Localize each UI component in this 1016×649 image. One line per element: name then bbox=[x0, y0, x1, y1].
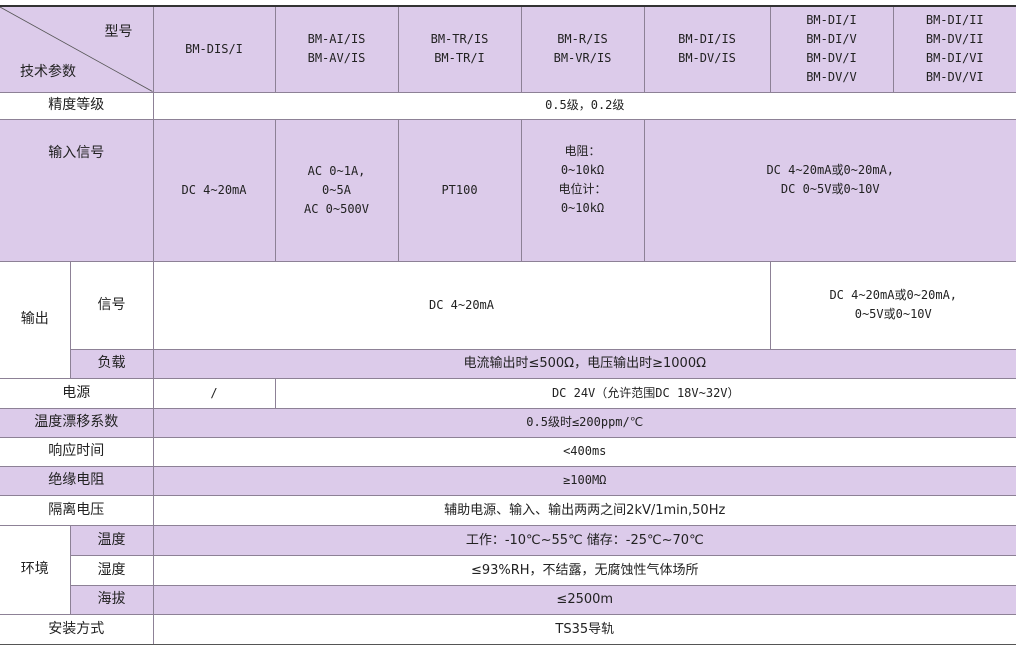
model-header: 型号 bbox=[104, 24, 133, 40]
output-load-row: 负载 电流输出时≤500Ω，电压输出时≥1000Ω bbox=[0, 348, 1016, 379]
input-value: DC 4~20mA bbox=[152, 118, 276, 262]
mounting-row: 安装方式 TS35导轨 bbox=[0, 613, 1016, 645]
input-label: 输入信号 bbox=[0, 118, 154, 262]
env-altitude-row: 海拔 ≤2500m bbox=[0, 584, 1016, 615]
environment-label: 环境 bbox=[0, 524, 71, 615]
input-value: DC 4~20mA或0~20mA, DC 0~5V或0~10V bbox=[643, 118, 1016, 262]
response-value: <400ms bbox=[152, 436, 1016, 467]
env-humidity-label: 湿度 bbox=[70, 554, 154, 586]
output-label: 输出 bbox=[0, 260, 71, 379]
model-header-cell: BM-TR/IS BM-TR/I bbox=[397, 5, 522, 93]
power-label: 电源 bbox=[0, 377, 154, 409]
output-load-value: 电流输出时≤500Ω，电压输出时≥1000Ω bbox=[152, 348, 1016, 379]
accuracy-row: 精度等级 0.5级，0.2级 bbox=[0, 91, 1016, 120]
env-humidity-value: ≤93%RH，不结露，无腐蚀性气体场所 bbox=[152, 554, 1016, 586]
output-signal-value: DC 4~20mA或0~20mA, 0~5V或0~10V bbox=[769, 260, 1016, 350]
power-value: / bbox=[152, 377, 276, 409]
mounting-label: 安装方式 bbox=[0, 613, 154, 645]
model-header-cell: BM-DI/I BM-DI/V BM-DV/I BM-DV/V bbox=[769, 5, 894, 93]
power-value: DC 24V（允许范围DC 18V~32V） bbox=[274, 377, 1016, 409]
power-row: 电源 / DC 24V（允许范围DC 18V~32V） bbox=[0, 377, 1016, 409]
env-temperature-row: 环境 温度 工作：-10℃~55℃ 储存：-25℃~70℃ bbox=[0, 524, 1016, 615]
input-value: AC 0~1A, 0~5A AC 0~500V bbox=[274, 118, 399, 262]
input-value: PT100 bbox=[397, 118, 522, 262]
accuracy-label: 精度等级 bbox=[0, 91, 154, 120]
output-signal-value: DC 4~20mA bbox=[152, 260, 771, 350]
output-signal-row: 输出 信号 DC 4~20mA DC 4~20mA或0~20mA, 0~5V或0… bbox=[0, 260, 1016, 379]
temp-drift-label: 温度漂移系数 bbox=[0, 407, 154, 438]
corner-header-cell: 型号 技术参数 bbox=[0, 5, 154, 93]
mounting-value: TS35导轨 bbox=[152, 613, 1016, 645]
isolation-row: 隔离电压 辅助电源、输入、输出两两之间2kV/1min,50Hz bbox=[0, 494, 1016, 526]
diagonal-divider bbox=[0, 7, 153, 92]
env-altitude-label: 海拔 bbox=[70, 584, 154, 615]
temp-drift-row: 温度漂移系数 0.5级时≤200ppm/℃ bbox=[0, 407, 1016, 438]
model-header-cell: BM-DIS/I bbox=[152, 5, 276, 93]
output-signal-label: 信号 bbox=[69, 260, 154, 350]
env-altitude-value: ≤2500m bbox=[152, 584, 1016, 615]
model-header-cell: BM-R/IS BM-VR/IS bbox=[520, 5, 645, 93]
input-row: 输入信号 DC 4~20mA AC 0~1A, 0~5A AC 0~500V P… bbox=[0, 118, 1016, 262]
temp-drift-value: 0.5级时≤200ppm/℃ bbox=[152, 407, 1016, 438]
env-humidity-row: 湿度 ≤93%RH，不结露，无腐蚀性气体场所 bbox=[0, 554, 1016, 586]
insulation-label: 绝缘电阻 bbox=[0, 465, 154, 496]
env-temperature-label: 温度 bbox=[69, 524, 154, 556]
isolation-label: 隔离电压 bbox=[0, 494, 154, 526]
spec-table: 型号 技术参数 BM-DIS/I BM-AI/IS BM-AV/IS BM-TR… bbox=[0, 5, 1016, 645]
accuracy-value: 0.5级，0.2级 bbox=[152, 91, 1016, 120]
response-row: 响应时间 <400ms bbox=[0, 436, 1016, 467]
model-header-cell: BM-DI/IS BM-DV/IS bbox=[643, 5, 771, 93]
model-header-cell: BM-AI/IS BM-AV/IS bbox=[274, 5, 399, 93]
env-temperature-value: 工作：-10℃~55℃ 储存：-25℃~70℃ bbox=[152, 524, 1016, 556]
response-label: 响应时间 bbox=[0, 436, 154, 467]
parameter-header: 技术参数 bbox=[20, 63, 76, 80]
insulation-row: 绝缘电阻 ≥100MΩ bbox=[0, 465, 1016, 496]
model-header-cell: BM-DI/II BM-DV/II BM-DI/VI BM-DV/VI bbox=[892, 5, 1016, 93]
isolation-value: 辅助电源、输入、输出两两之间2kV/1min,50Hz bbox=[152, 494, 1016, 526]
insulation-value: ≥100MΩ bbox=[152, 465, 1016, 496]
header-row: 型号 技术参数 BM-DIS/I BM-AI/IS BM-AV/IS BM-TR… bbox=[0, 5, 1016, 93]
input-value: 电阻： 0~10kΩ 电位计： 0~10kΩ bbox=[520, 118, 645, 262]
output-load-label: 负载 bbox=[70, 348, 154, 379]
